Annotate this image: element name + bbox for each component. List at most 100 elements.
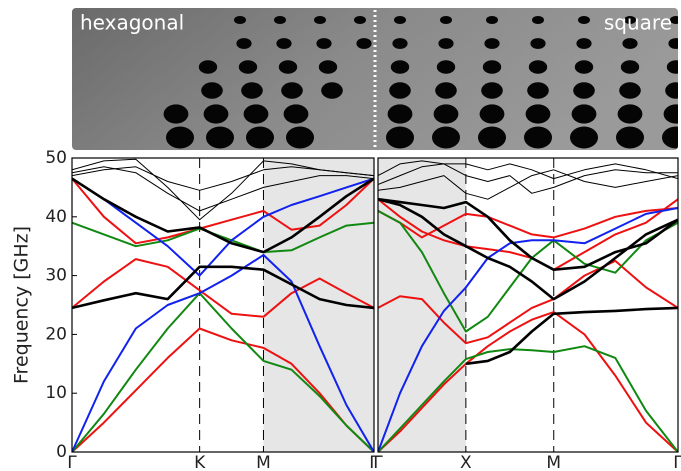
hole <box>203 104 229 124</box>
hole <box>622 38 638 49</box>
y-tick-label: 30 <box>45 266 67 286</box>
hole <box>662 126 678 149</box>
hole <box>201 82 223 99</box>
hole <box>530 38 546 49</box>
x-tick-label: Γ <box>67 453 77 471</box>
y-tick-label: 10 <box>45 383 67 403</box>
x-tick-label: Γ <box>373 453 383 471</box>
hole <box>321 82 343 99</box>
hole <box>246 126 274 149</box>
hole <box>318 60 338 74</box>
hole <box>665 82 678 99</box>
hole <box>670 16 678 24</box>
hole <box>198 60 218 74</box>
hole <box>432 126 460 149</box>
hole <box>486 16 498 24</box>
band <box>72 258 374 318</box>
hole <box>276 38 292 49</box>
hole <box>576 38 592 49</box>
hole <box>527 82 549 99</box>
hole <box>479 104 505 124</box>
photo-label: square <box>604 11 672 35</box>
y-tick-label: 0 <box>56 442 67 462</box>
hole <box>278 60 298 74</box>
y-tick-label: 40 <box>45 207 67 227</box>
x-tick-label: Γ <box>673 453 681 471</box>
hole <box>484 38 500 49</box>
band <box>378 197 678 301</box>
band <box>72 166 374 212</box>
hole <box>525 104 551 124</box>
x-tick-label: M <box>546 453 561 471</box>
hole <box>666 60 678 74</box>
band <box>378 197 678 271</box>
hole <box>524 126 552 149</box>
band <box>378 210 678 333</box>
band <box>72 327 374 452</box>
hole <box>387 104 413 124</box>
hole <box>241 82 263 99</box>
band <box>72 177 374 254</box>
hole <box>286 126 314 149</box>
plot-frame <box>377 157 679 453</box>
hole <box>438 38 454 49</box>
x-tick-label: K <box>194 453 206 471</box>
hole <box>624 16 636 24</box>
band <box>378 259 678 345</box>
photo-label: hexagonal <box>80 11 184 35</box>
hole <box>663 104 678 124</box>
hole <box>386 126 414 149</box>
hole <box>243 104 269 124</box>
hole <box>354 16 366 24</box>
band <box>465 306 678 366</box>
y-tick-label: 20 <box>45 324 67 344</box>
hole <box>440 16 452 24</box>
hole <box>166 126 194 149</box>
band <box>378 345 678 452</box>
hole <box>234 16 246 24</box>
hole <box>668 38 678 49</box>
hole <box>619 82 641 99</box>
hole <box>478 126 506 149</box>
panel <box>377 157 679 453</box>
band <box>72 158 374 221</box>
hole <box>392 38 408 49</box>
hole <box>389 82 411 99</box>
hole <box>528 60 548 74</box>
hole <box>433 104 459 124</box>
band <box>378 207 678 239</box>
y-tick-label: 50 <box>45 148 67 168</box>
hole <box>238 60 258 74</box>
hole <box>274 16 286 24</box>
band <box>378 163 678 194</box>
hole <box>573 82 595 99</box>
hole <box>314 16 326 24</box>
hole <box>236 38 252 49</box>
hole <box>316 38 332 49</box>
y-axis-label: Frequency [GHz] <box>11 226 33 384</box>
band <box>72 265 374 310</box>
hole <box>356 38 372 49</box>
hole <box>532 16 544 24</box>
band <box>378 169 678 200</box>
hole <box>570 126 598 149</box>
x-tick-label: Γ <box>369 453 379 471</box>
hole <box>435 82 457 99</box>
hole <box>574 60 594 74</box>
band <box>72 177 374 245</box>
band <box>72 292 374 452</box>
x-tick-label: X <box>460 453 472 471</box>
band <box>378 207 678 452</box>
hole <box>571 104 597 124</box>
hole <box>620 60 640 74</box>
hole <box>578 16 590 24</box>
hole <box>281 82 303 99</box>
band <box>72 254 374 452</box>
band <box>378 160 678 180</box>
x-tick-label: M <box>256 453 271 471</box>
hole <box>436 60 456 74</box>
panel <box>71 157 375 453</box>
hole <box>163 104 189 124</box>
band <box>72 177 374 277</box>
